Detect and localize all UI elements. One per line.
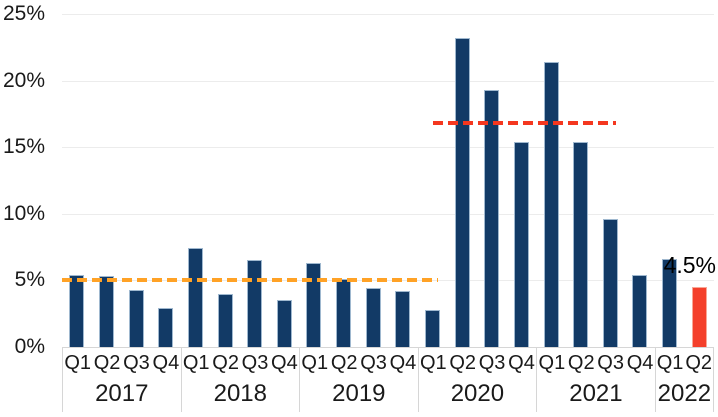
bar-2017-Q2 bbox=[98, 276, 114, 347]
gridline-15 bbox=[62, 147, 714, 149]
quarter-row: Q1 Q2 Q3 Q4 bbox=[419, 348, 537, 375]
quarter-label: Q4 bbox=[271, 352, 298, 374]
bar-2022-Q1 bbox=[662, 259, 678, 347]
quarter-label: Q4 bbox=[508, 352, 535, 374]
quarter-label: Q2 bbox=[449, 352, 477, 374]
y-axis-label: 20% bbox=[2, 68, 45, 92]
quarter-label: Q1 bbox=[182, 352, 210, 374]
bar-2019-Q3 bbox=[365, 288, 381, 347]
quarter-label: Q2 bbox=[212, 352, 239, 374]
year-label: 2021 bbox=[569, 380, 623, 407]
year-group-2019: Q1 Q2 Q3 Q4 2019 bbox=[299, 348, 418, 412]
bar-2019-Q1 bbox=[306, 263, 322, 347]
bar-highlighted-2022-Q2 bbox=[691, 287, 707, 347]
bar-2020-Q1 bbox=[424, 309, 440, 347]
quarter-label: Q2 bbox=[685, 352, 713, 374]
quarter-label: Q2 bbox=[93, 352, 121, 374]
quarter-label: Q4 bbox=[389, 352, 417, 374]
year-group-2018: Q1 Q2 Q3 Q4 2018 bbox=[180, 348, 300, 412]
quarter-row: Q1 Q2 Q3 Q4 bbox=[537, 348, 655, 375]
quarter-label: Q2 bbox=[567, 352, 595, 374]
year-group-2017: Q1 Q2 Q3 Q4 2017 bbox=[62, 348, 181, 412]
quarter-label: Q1 bbox=[656, 352, 684, 374]
quarter-label: Q2 bbox=[330, 352, 358, 374]
quarter-row: Q1 Q2 Q3 Q4 bbox=[63, 348, 181, 375]
bar-2018-Q2 bbox=[217, 293, 233, 347]
value-callout: 4.5% bbox=[663, 252, 716, 279]
year-label: 2019 bbox=[332, 380, 386, 407]
bar-2017-Q4 bbox=[158, 308, 174, 347]
quarter-row: Q1 Q2 Q3 Q4 bbox=[300, 348, 418, 375]
year-label: 2017 bbox=[95, 380, 149, 407]
bar-2020-Q2 bbox=[454, 37, 470, 347]
plot-area bbox=[62, 14, 714, 347]
quarter-label: Q3 bbox=[478, 352, 506, 374]
y-axis-label: 25% bbox=[2, 2, 45, 25]
y-axis-label: 10% bbox=[2, 201, 45, 225]
year-group-2021: Q1 Q2 Q3 Q4 2021 bbox=[536, 348, 655, 412]
quarter-label: Q1 bbox=[419, 352, 447, 374]
gridline-20 bbox=[62, 80, 714, 82]
bar-2021-Q3 bbox=[602, 219, 618, 347]
quarter-label: Q1 bbox=[538, 352, 566, 374]
bar-2020-Q3 bbox=[484, 89, 500, 347]
bar-2017-Q3 bbox=[128, 289, 144, 347]
quarter-row: Q1 Q2 bbox=[656, 348, 713, 375]
y-axis-label: 5% bbox=[14, 268, 45, 292]
reference-line-pre-covid-level bbox=[62, 278, 438, 283]
bar-2021-Q1 bbox=[543, 61, 559, 347]
year-group-2022: Q1 Q2 2022 bbox=[654, 348, 714, 412]
bar-2019-Q4 bbox=[395, 291, 411, 347]
quarter-label: Q3 bbox=[360, 352, 387, 374]
x-axis-band: Q1 Q2 Q3 Q4 2017 Q1 Q2 Q3 Q4 2018 Q1 Q2 Q3 Q4 2019 Q1 Q2… bbox=[62, 347, 714, 412]
y-axis-label: 0% bbox=[14, 335, 45, 358]
quarter-label: Q3 bbox=[123, 352, 150, 374]
quarter-label: Q3 bbox=[241, 352, 269, 374]
quarter-label: Q4 bbox=[626, 352, 654, 374]
quarter-label: Q1 bbox=[301, 352, 329, 374]
quarter-row: Q1 Q2 Q3 Q4 bbox=[182, 348, 300, 375]
year-label: 2022 bbox=[657, 380, 712, 407]
bar-2018-Q1 bbox=[187, 248, 203, 347]
bar-2020-Q4 bbox=[513, 141, 529, 347]
year-group-2020: Q1 Q2 Q3 Q4 2020 bbox=[417, 348, 537, 412]
gridline-10 bbox=[62, 213, 714, 215]
bar-2019-Q2 bbox=[336, 279, 352, 347]
bar-2021-Q4 bbox=[632, 275, 648, 347]
bar-2018-Q3 bbox=[247, 260, 263, 347]
quarter-label: Q3 bbox=[597, 352, 624, 374]
year-label: 2020 bbox=[450, 380, 505, 407]
y-axis-label: 15% bbox=[2, 135, 45, 159]
quarter-label: Q4 bbox=[152, 352, 180, 374]
year-label: 2018 bbox=[213, 380, 267, 407]
quarter-label: Q1 bbox=[64, 352, 92, 374]
bar-2018-Q4 bbox=[276, 300, 292, 347]
bar-2017-Q1 bbox=[69, 275, 85, 347]
gridline-25 bbox=[62, 14, 714, 15]
bar-2021-Q2 bbox=[573, 141, 589, 347]
reference-line-covid-level bbox=[433, 121, 617, 126]
